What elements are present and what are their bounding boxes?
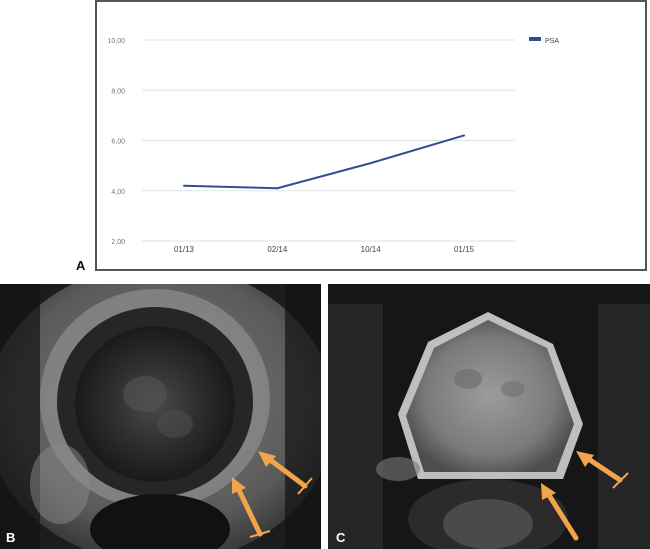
panel-label-a: A bbox=[76, 258, 86, 273]
arrow-marker bbox=[541, 483, 579, 541]
panel-label-b: B bbox=[6, 530, 16, 545]
y-tick-label: 8,00 bbox=[111, 88, 125, 95]
arrow-marker bbox=[576, 451, 629, 489]
panel-label-c: C bbox=[336, 530, 346, 545]
x-tick-label: 01/15 bbox=[454, 245, 475, 254]
data-point bbox=[183, 184, 185, 187]
x-tick-label: 01/13 bbox=[174, 245, 195, 254]
data-point bbox=[276, 187, 279, 190]
data-point bbox=[463, 134, 465, 137]
legend-label: PSA bbox=[545, 38, 559, 45]
mri-image-t2: B bbox=[0, 284, 321, 549]
y-tick-label: 6,00 bbox=[111, 139, 125, 146]
y-tick-label: 2,00 bbox=[111, 239, 125, 246]
x-tick-label: 02/14 bbox=[267, 245, 288, 254]
x-tick-label: 10/14 bbox=[361, 245, 382, 254]
arrow-marker bbox=[258, 451, 313, 495]
legend-swatch bbox=[529, 37, 541, 41]
psa-chart-panel: 2,00 4,00 6,00 8,00 10,00 01/13 02/14 10/14 01/… bbox=[95, 0, 647, 271]
y-tick-label: 10,00 bbox=[107, 38, 125, 45]
y-tick-label: 4,00 bbox=[111, 189, 125, 196]
series-line-psa bbox=[183, 134, 465, 190]
mri-image-contrast: C bbox=[328, 284, 650, 549]
psa-line-chart: 2,00 4,00 6,00 8,00 10,00 01/13 02/14 10/14 01/… bbox=[107, 37, 559, 254]
arrow-marker bbox=[232, 477, 271, 538]
data-point bbox=[369, 162, 372, 165]
